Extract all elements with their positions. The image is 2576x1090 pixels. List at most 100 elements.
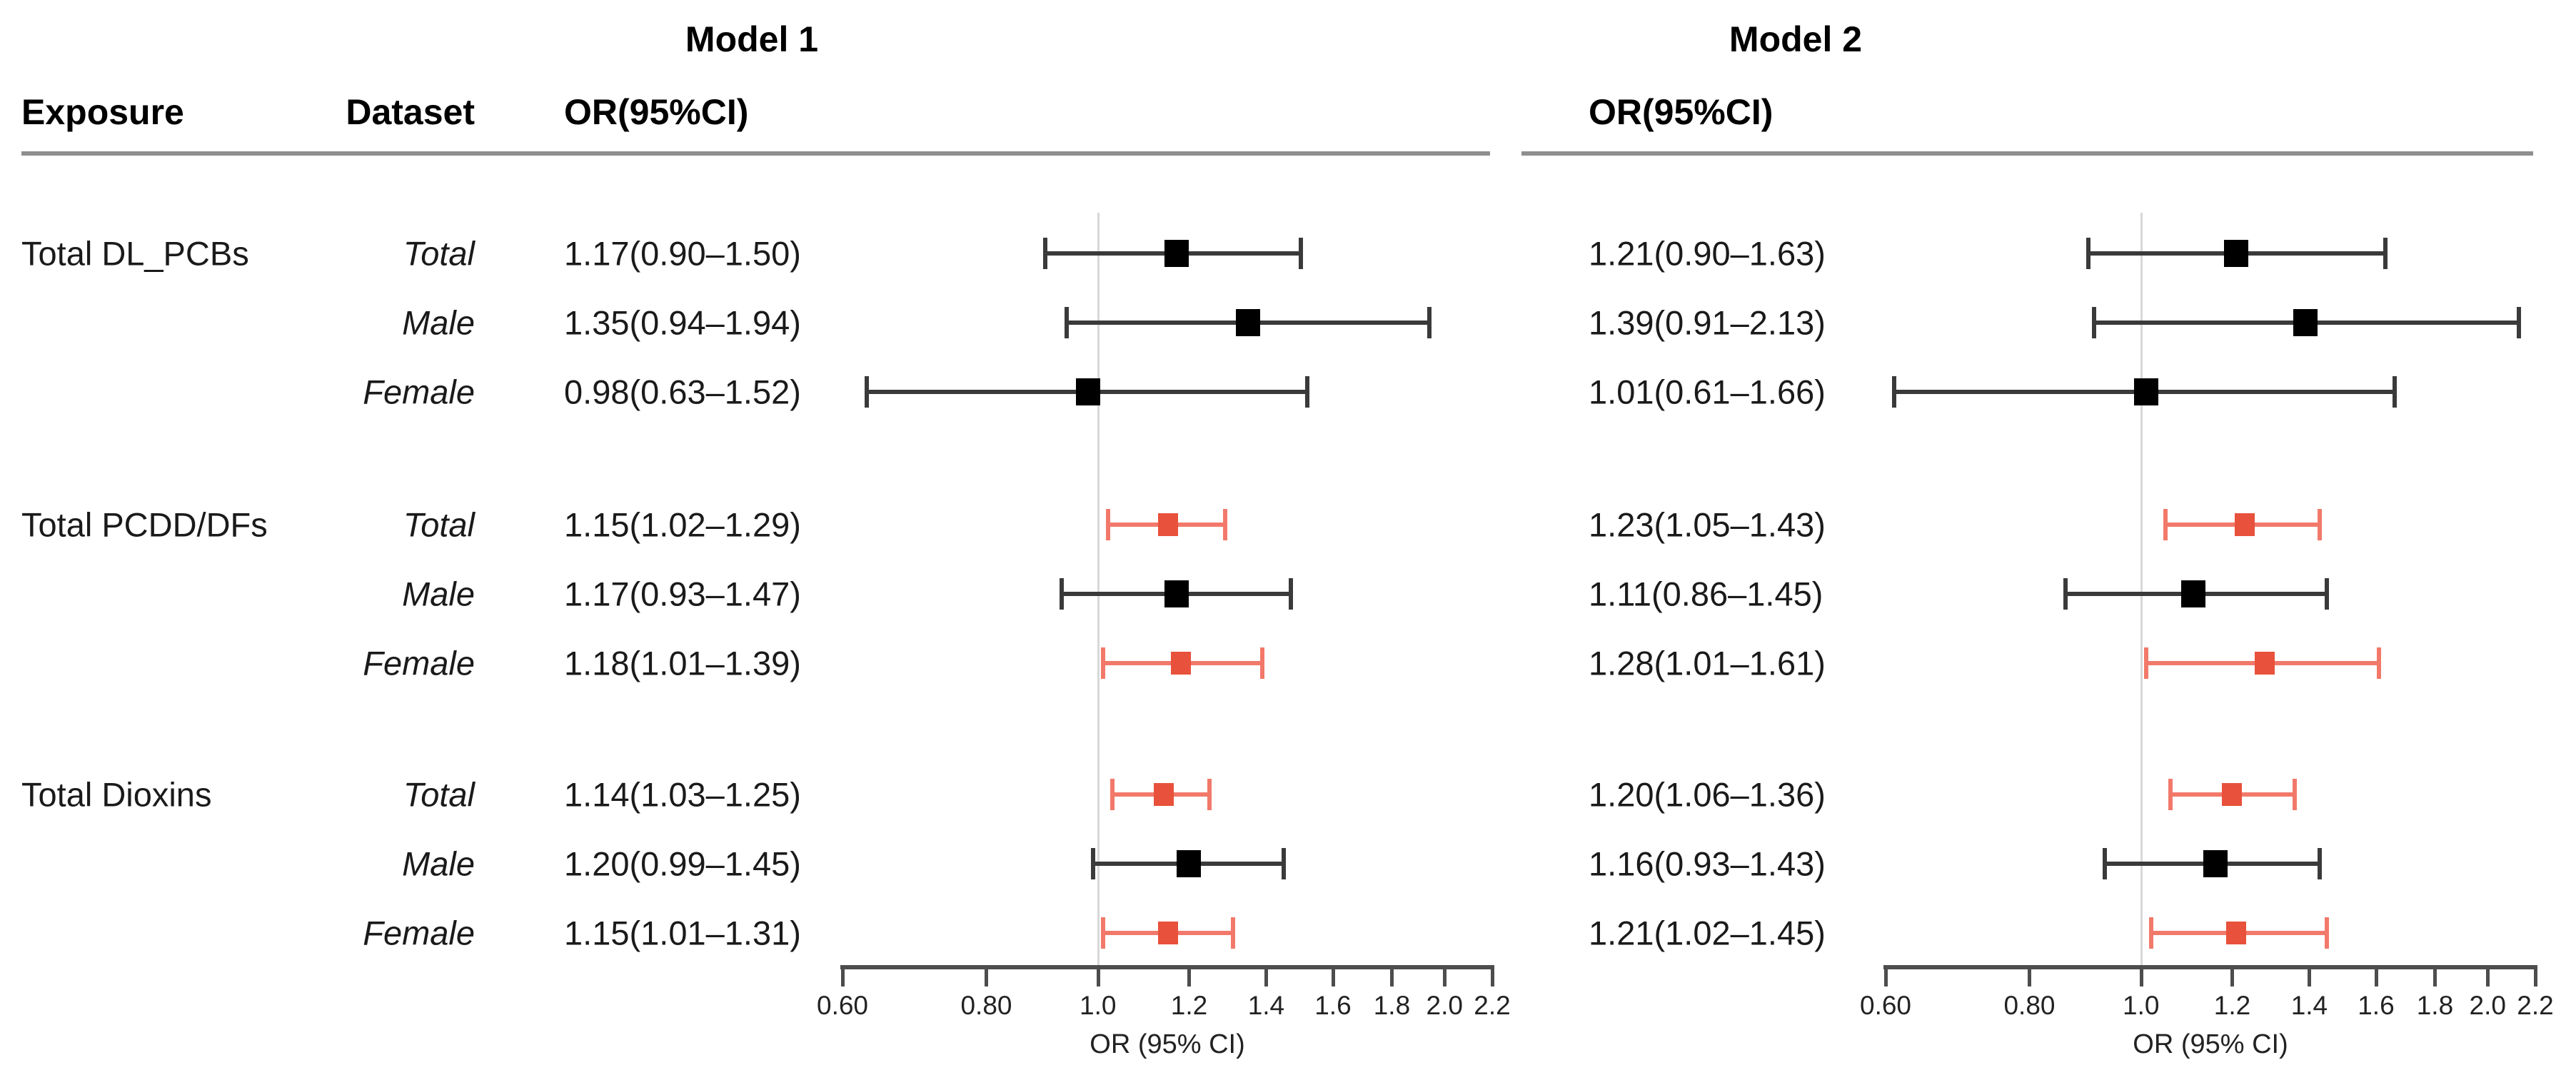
ci-cap-low: [1065, 307, 1070, 338]
ci-cap-high: [2293, 779, 2298, 810]
dataset-label: Total: [403, 505, 475, 544]
axis-line: [840, 965, 1494, 969]
or-value: 0.98(0.63–1.52): [564, 373, 801, 411]
ci-cap-low: [1100, 917, 1105, 949]
ci-cap-low: [2091, 307, 2096, 338]
or-value: 1.11(0.86–1.45): [1589, 575, 1823, 613]
exposure-column-header: Exposure: [21, 92, 184, 132]
dataset-label: Male: [402, 303, 475, 342]
or-marker: [2293, 309, 2318, 336]
or-marker: [1235, 309, 1260, 336]
or-marker: [2226, 922, 2247, 944]
ci-cap-low: [1059, 578, 1064, 610]
or-column-header-model2: OR(95%CI): [1589, 92, 1773, 132]
or-marker: [1170, 652, 1191, 675]
or-value: 1.14(1.03–1.25): [564, 775, 801, 814]
or-value: 1.15(1.01–1.31): [564, 914, 801, 952]
or-marker: [2224, 240, 2249, 267]
axis-tick-label: 2.2: [2517, 991, 2554, 1020]
or-value: 1.23(1.05–1.43): [1589, 505, 1826, 544]
axis-tick: [2028, 965, 2032, 986]
ci-cap-high: [2318, 509, 2323, 540]
ci-cap-high: [2325, 578, 2329, 610]
axis-tick-label: 0.80: [960, 991, 1012, 1020]
ci-cap-high: [1298, 238, 1303, 269]
axis-tick: [985, 965, 989, 986]
ci-cap-low: [1110, 779, 1115, 810]
axis-tick-label: 1.0: [2123, 991, 2160, 1020]
or-marker: [1075, 378, 1100, 405]
axis-tick: [841, 965, 845, 986]
axis-tick: [1331, 965, 1335, 986]
ci-cap-low: [2086, 238, 2091, 269]
exposure-label: Total PCDD/DFs: [21, 505, 268, 544]
axis-tick: [1491, 965, 1494, 986]
axis-tick-label: 1.6: [1314, 991, 1352, 1020]
header-rule-right: [1521, 151, 2533, 156]
dataset-column-header: Dataset: [346, 92, 475, 132]
axis-tick: [1390, 965, 1394, 986]
or-value: 1.20(1.06–1.36): [1589, 775, 1826, 814]
axis-tick-label: 0.60: [816, 991, 869, 1020]
axis-tick: [1264, 965, 1269, 986]
or-value: 1.35(0.94–1.94): [564, 303, 801, 342]
axis-tick: [2486, 965, 2490, 986]
axis-tick: [1187, 965, 1192, 986]
model1-title: Model 1: [685, 19, 819, 59]
dataset-label: Female: [363, 644, 475, 682]
axis-tick: [1443, 965, 1447, 986]
ci-cap-high: [1305, 376, 1310, 408]
ci-cap-low: [1042, 238, 1047, 269]
exposure-label: Total DL_PCBs: [21, 234, 249, 273]
axis-tick: [1096, 965, 1100, 986]
or-value: 1.39(0.91–2.13): [1589, 303, 1826, 342]
axis-tick: [2139, 965, 2143, 986]
or-marker: [1164, 580, 1189, 607]
ci-cap-high: [1288, 578, 1293, 610]
axis-tick-label: 1.2: [2213, 991, 2251, 1020]
header-rule-left: [21, 151, 1490, 156]
ci-cap-high: [1260, 647, 1265, 679]
or-column-header-model1: OR(95%CI): [564, 92, 749, 132]
ci-cap-low: [2102, 848, 2107, 879]
ci-cap-low: [1100, 647, 1105, 679]
axis-tick-label: 1.4: [1247, 991, 1285, 1020]
or-marker: [1157, 922, 1178, 944]
reference-line: [2140, 213, 2143, 965]
dataset-label: Total: [403, 234, 475, 273]
or-value: 1.21(0.90–1.63): [1589, 234, 1826, 273]
ci-cap-high: [1207, 779, 1212, 810]
axis-tick-label: 2.0: [1426, 991, 1463, 1020]
or-value: 1.18(1.01–1.39): [564, 644, 801, 682]
axis-label: OR (95% CI): [2133, 1029, 2288, 1059]
axis-tick-label: 1.8: [1373, 991, 1411, 1020]
or-value: 1.17(0.93–1.47): [564, 575, 801, 613]
ci-cap-high: [1230, 917, 1235, 949]
ci-cap-low: [865, 376, 870, 408]
axis-tick-label: 1.0: [1080, 991, 1117, 1020]
or-value: 1.20(0.99–1.45): [564, 844, 801, 883]
ci-cap-low: [2168, 779, 2173, 810]
ci-cap-high: [2392, 376, 2397, 408]
ci-cap-low: [2148, 917, 2153, 949]
axis-tick-label: 1.6: [2358, 991, 2395, 1020]
ci-cap-low: [1105, 509, 1110, 540]
or-marker: [2222, 783, 2243, 806]
ci-cap-low: [1090, 848, 1095, 879]
axis-tick-label: 1.8: [2416, 991, 2454, 1020]
axis-label: OR (95% CI): [1090, 1029, 1245, 1059]
axis-tick: [2433, 965, 2437, 986]
ci-cap-high: [2318, 848, 2323, 879]
or-marker: [2234, 513, 2255, 536]
or-marker: [2133, 378, 2158, 405]
dataset-label: Male: [402, 575, 475, 613]
axis-tick: [2534, 965, 2537, 986]
ci-cap-high: [1223, 509, 1228, 540]
axis-tick-label: 0.60: [1859, 991, 1912, 1020]
axis-tick-label: 2.0: [2469, 991, 2506, 1020]
or-value: 1.17(0.90–1.50): [564, 234, 801, 273]
axis-line: [1883, 965, 2537, 969]
or-marker: [2203, 850, 2228, 877]
ci-cap-high: [2325, 917, 2329, 949]
